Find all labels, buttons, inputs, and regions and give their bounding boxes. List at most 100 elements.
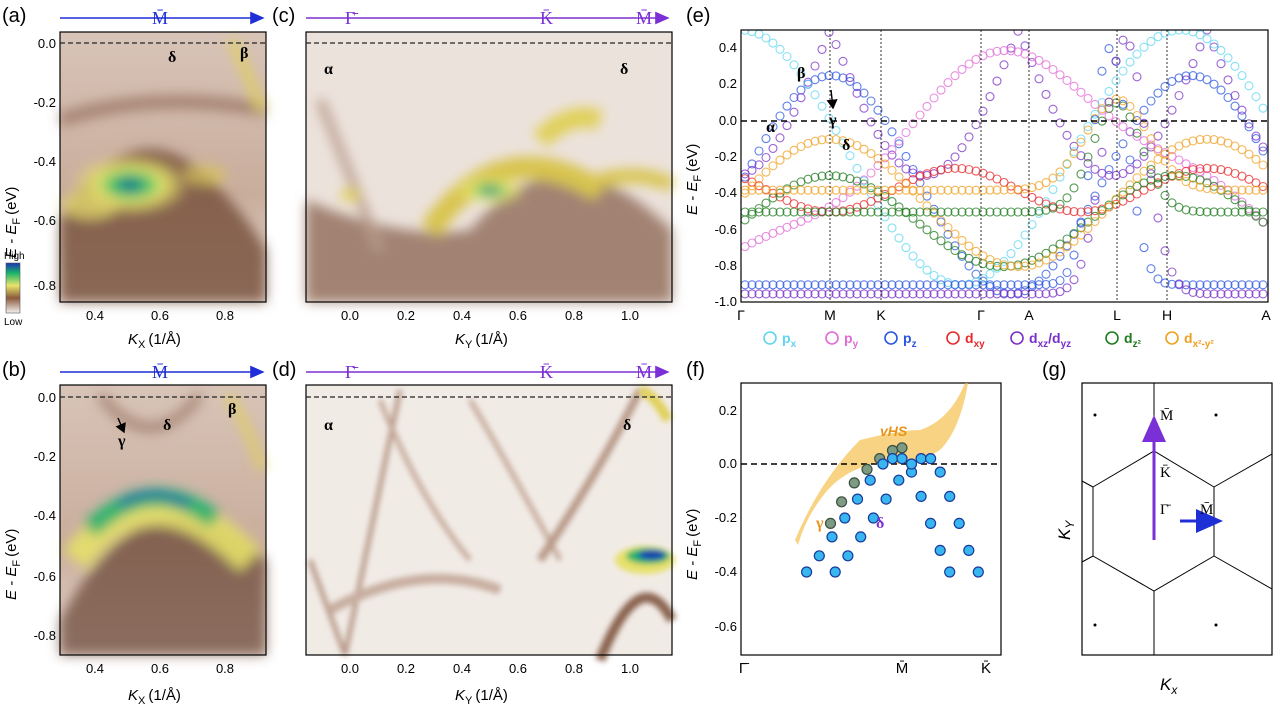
band-point <box>1174 30 1184 35</box>
x-axis-title: KY (1/Å) <box>455 331 508 351</box>
band-point <box>838 136 848 146</box>
band-point <box>1209 164 1219 174</box>
band-point <box>908 280 918 290</box>
band-label-beta: β <box>797 65 805 82</box>
band-point <box>1202 207 1212 217</box>
band-point <box>1146 169 1156 179</box>
band-point <box>901 179 911 189</box>
band-point <box>1258 160 1268 170</box>
band-point <box>859 144 869 154</box>
band-point <box>929 166 939 176</box>
band-point <box>964 241 974 251</box>
band-point <box>1153 32 1163 42</box>
band-point <box>1195 42 1205 52</box>
data-point <box>826 531 838 543</box>
data-point <box>944 490 956 502</box>
legend-label: dxz/dyz <box>1029 330 1071 350</box>
band-point <box>754 174 764 184</box>
band-point <box>1027 183 1037 193</box>
band-point <box>1090 206 1100 216</box>
band-point <box>964 59 974 69</box>
legend-label: py <box>844 330 859 350</box>
band-point <box>1160 156 1170 166</box>
band-point <box>1153 213 1163 223</box>
band-point <box>859 185 869 195</box>
band-point <box>1223 185 1233 195</box>
y-axis: 0.0 -0.2 -0.4 -0.6 -0.8 <box>34 390 56 643</box>
band-point <box>971 246 981 256</box>
band-point <box>810 136 820 146</box>
band-point <box>964 289 974 299</box>
band-point <box>943 207 953 217</box>
band-point <box>957 143 967 153</box>
band-point <box>782 101 792 111</box>
plot-frame <box>740 29 1269 303</box>
band-point <box>957 64 967 74</box>
kpoint-label: M <box>824 307 836 323</box>
band-point <box>1069 81 1079 91</box>
band-point <box>761 198 771 208</box>
band-point <box>1167 171 1177 181</box>
band-point <box>1125 185 1135 195</box>
band-point <box>894 139 904 149</box>
kpoint-label: L <box>1113 307 1121 323</box>
band-point <box>1048 173 1058 183</box>
path-point: M̄ <box>636 362 652 382</box>
band-point <box>810 280 820 290</box>
band-point <box>810 289 820 299</box>
x-axis: 0.0 0.2 0.4 0.6 0.8 1.0 <box>341 661 639 676</box>
band-point <box>1139 42 1149 52</box>
band-point <box>1146 140 1156 150</box>
kpoint-label: A <box>1024 307 1034 323</box>
band-point <box>1125 41 1135 51</box>
band-point <box>810 61 820 71</box>
band-point <box>838 138 848 148</box>
band-point <box>1188 206 1198 216</box>
band-point <box>943 222 953 233</box>
band-point <box>873 129 883 139</box>
band-point <box>796 69 806 79</box>
band-point <box>852 140 862 151</box>
band-point <box>1258 103 1268 113</box>
band-point <box>1167 198 1177 208</box>
band-point <box>768 143 778 153</box>
band-point <box>768 280 778 290</box>
band-point <box>1230 195 1240 205</box>
y-axis-title: E - EF(eV) <box>684 509 704 580</box>
panel-a: (a) M̄ δ β 0.0 -0.2 -0.4 -0.6 -0.8 0. <box>2 5 268 351</box>
band-point <box>1076 137 1086 147</box>
band-point <box>831 125 841 135</box>
data-point <box>864 474 876 486</box>
band-point <box>831 207 841 217</box>
data-point <box>972 566 984 578</box>
data-point <box>851 493 864 505</box>
kpoint-label: A <box>1261 307 1271 323</box>
x-axis: Γ̄ M̄ K̄ <box>739 660 991 677</box>
band-point <box>810 185 820 195</box>
band-point <box>1174 73 1184 83</box>
band-point <box>992 280 1002 290</box>
band-label-alpha: α <box>324 417 333 434</box>
band-point <box>782 289 792 299</box>
band-point <box>1251 154 1261 164</box>
band-point <box>1104 170 1114 180</box>
band-point <box>1216 85 1226 95</box>
band-point <box>1244 81 1254 91</box>
band-point <box>824 207 834 217</box>
band-point <box>908 185 918 195</box>
panel-g: (g) M̄ K̄ Γ̄ M̄ Kx KY <box>1042 359 1273 697</box>
band-point <box>831 71 841 81</box>
band-point <box>1209 280 1219 290</box>
y-tick-label: -0.2 <box>715 510 737 525</box>
band-point <box>999 289 1009 299</box>
y-tick-label: 0.0 <box>38 36 56 51</box>
band-point <box>908 251 918 261</box>
band-point <box>1230 280 1240 290</box>
band-point <box>894 172 904 182</box>
x-tick-label: K̄ <box>981 660 991 677</box>
band-point <box>803 280 813 290</box>
band-point <box>1097 66 1107 76</box>
band-point <box>901 243 911 253</box>
band-point <box>1223 280 1233 290</box>
band-point <box>894 202 904 212</box>
